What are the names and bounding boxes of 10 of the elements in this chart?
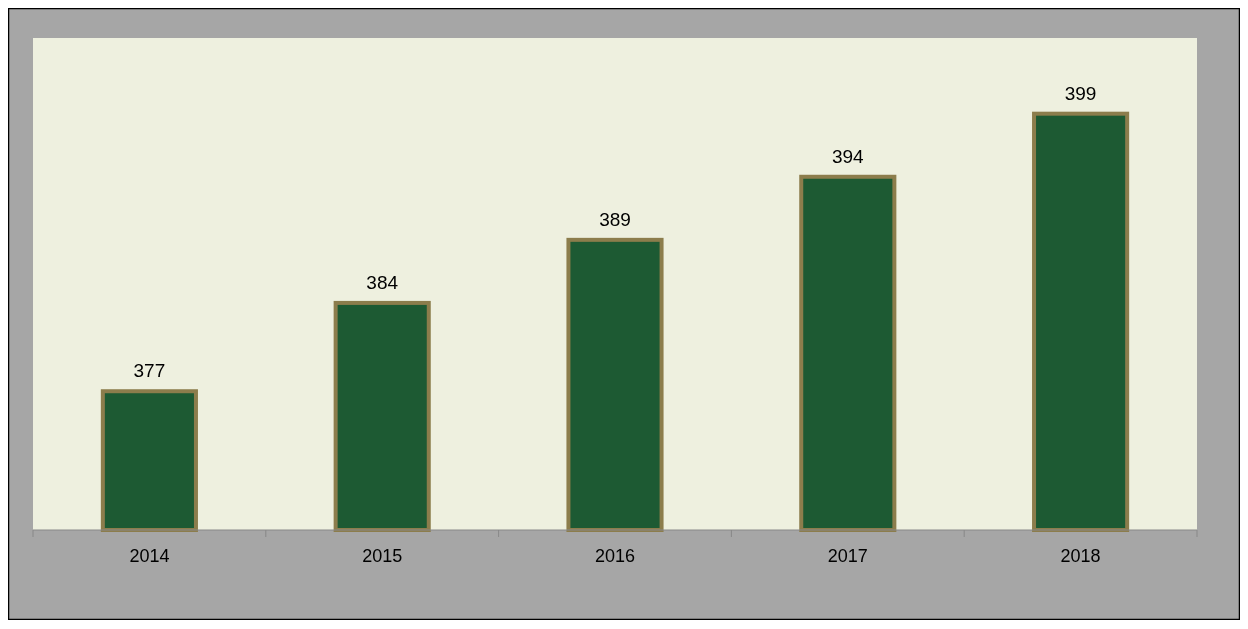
x-tick-label: 2018 [1060,546,1101,566]
x-tick-label: 2015 [362,546,403,566]
x-tick-label: 2016 [594,546,636,566]
data-label: 394 [831,145,865,167]
data-label: 389 [599,208,631,230]
data-label: 384 [366,271,399,293]
x-tick-label: 2017 [827,546,868,566]
data-label: 377 [133,360,166,382]
data-label: 399 [1064,82,1097,104]
x-tick-label: 2014 [129,546,170,566]
